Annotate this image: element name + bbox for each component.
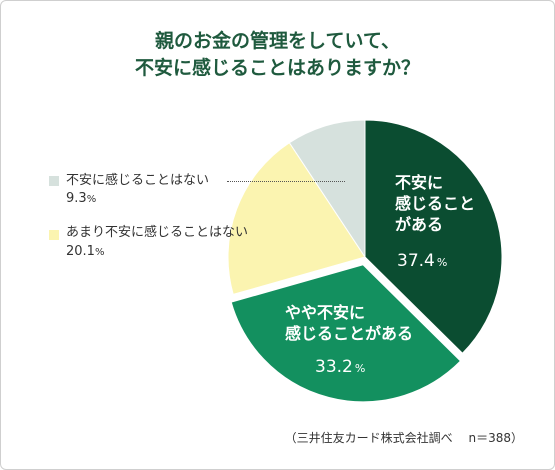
slice-value-2: 33.2%	[315, 357, 365, 377]
pie-slice-4	[288, 119, 366, 259]
pie-slice-1	[364, 119, 503, 354]
slice-value-1: 37.4%	[397, 251, 447, 271]
legend-leader-line	[227, 181, 345, 182]
legend-label-not-very-anxious: あまり不安に感じることはない	[66, 225, 249, 240]
slice-label-1-line-1: 不安に	[395, 173, 443, 192]
pie-slice-3	[227, 142, 366, 296]
chart-title: 親のお金の管理をしていて、 不安に感じることはありますか？	[0, 28, 555, 82]
slice-label-1-line-2: 感じること	[395, 194, 475, 213]
pie-slice-2	[230, 264, 462, 403]
legend-value-not-anxious: 9.3%	[66, 191, 97, 206]
legend-swatch-not-very-anxious	[49, 230, 59, 240]
source-note: （三井住友カード株式会社調べ n＝388）	[284, 431, 523, 445]
legend-swatch-not-anxious	[49, 176, 59, 186]
slice-label-1-line-3: がある	[395, 215, 443, 234]
legend-label-not-anxious: 不安に感じることはない	[66, 173, 210, 188]
chart-title-line-2: 不安に感じることはありますか？	[134, 57, 420, 79]
slice-label-2-line-2: 感じることがある	[285, 324, 413, 343]
legend-value-not-very-anxious: 20.1%	[66, 244, 105, 259]
slice-label-2-line-1: やや不安に	[285, 303, 365, 322]
chart-title-line-1: 親のお金の管理をしていて、	[155, 30, 400, 52]
